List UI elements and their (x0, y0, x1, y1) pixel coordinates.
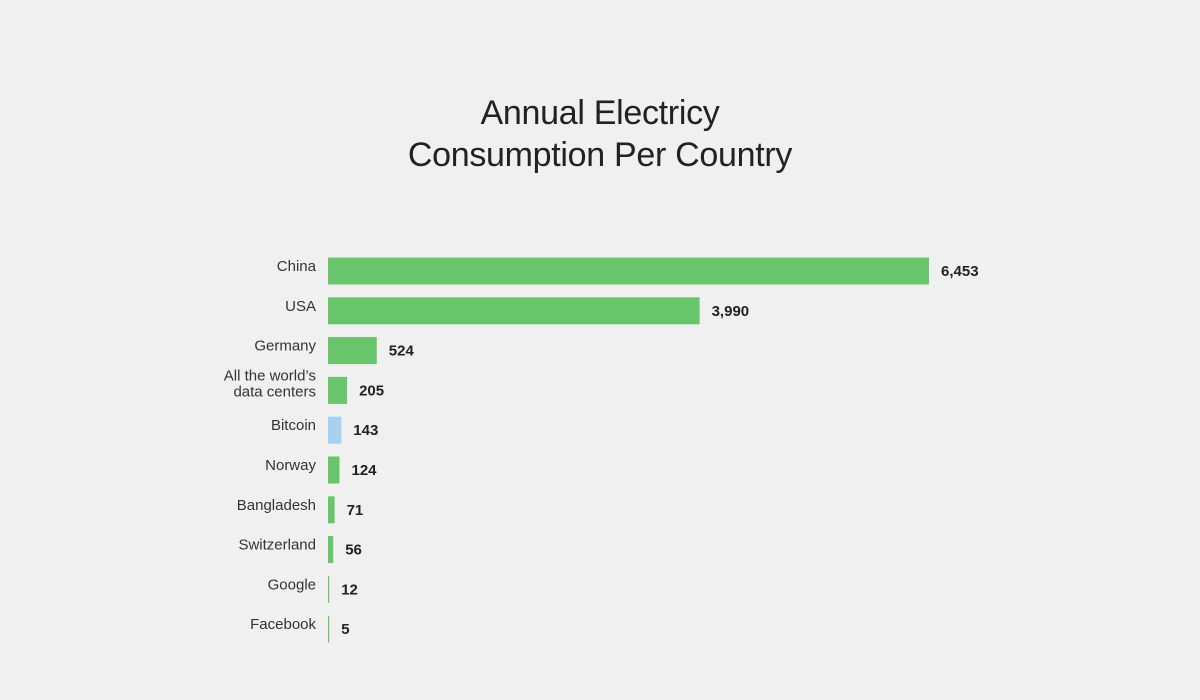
value-label: 124 (352, 462, 378, 479)
bar-china (328, 257, 929, 285)
value-label: 5 (341, 621, 349, 638)
bar-norway (328, 456, 340, 484)
value-label: 524 (389, 343, 415, 360)
value-label: 56 (345, 542, 362, 559)
category-label: Bangladesh (237, 497, 316, 514)
category-label: Facebook (250, 616, 316, 633)
category-label: Norway (265, 457, 316, 474)
category-label: Germany (254, 338, 316, 355)
bar-bitcoin (328, 416, 342, 444)
category-label: China (277, 258, 317, 275)
bar-switzerland (328, 536, 334, 564)
bar-germany (328, 337, 377, 365)
chart-title: Annual Electricy Consumption Per Country (0, 92, 1200, 176)
value-label: 3,990 (712, 303, 750, 320)
bar-usa (328, 297, 700, 325)
category-label: All the world’s data centers (224, 367, 316, 400)
chart-title-line-1: Annual Electricy (480, 94, 720, 132)
bar-bangladesh (328, 496, 335, 524)
category-label: Google (268, 576, 316, 593)
category-label: Switzerland (238, 537, 316, 554)
value-label: 6,453 (941, 263, 979, 280)
value-label: 71 (347, 502, 364, 519)
category-label: Bitcoin (271, 417, 316, 434)
bar-facebook (328, 615, 330, 643)
chart-title-line-2: Consumption Per Country (407, 136, 793, 174)
value-label: 143 (353, 422, 378, 439)
value-label: 12 (341, 581, 358, 598)
bar-all-the-world-s-data-centers (328, 376, 348, 404)
category-label: USA (285, 298, 316, 315)
value-label: 205 (359, 382, 384, 399)
bar-google (328, 575, 330, 603)
